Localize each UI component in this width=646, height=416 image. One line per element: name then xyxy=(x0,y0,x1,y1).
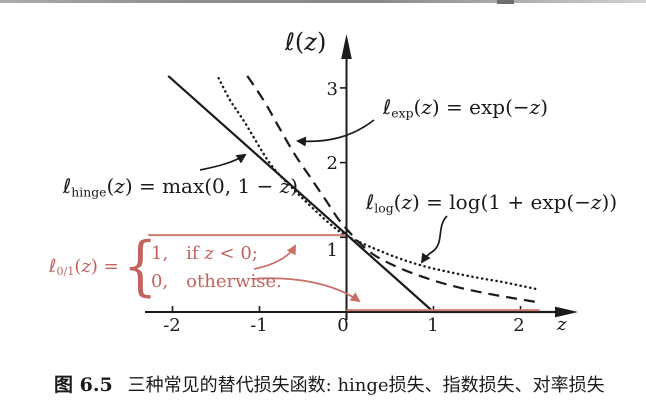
hinge-loss-curve xyxy=(167,75,573,314)
arrow-to-hinge-curve xyxy=(199,153,247,171)
figure-caption: 图 6.5 三种常见的替代损失函数: hinge损失、指数损失、对率损失 xyxy=(54,370,638,397)
x-tick-label-2: 2 xyxy=(513,315,525,336)
zero-one-loss-case-1: 1, if z < 0; xyxy=(151,243,258,264)
log-loss-formula-label: ℓlog(z) = log(1 + exp(−z)) xyxy=(366,190,618,216)
zero-one-loss-brace: { xyxy=(123,228,158,305)
logistic-loss-curve xyxy=(217,77,537,290)
zero-one-loss-case-2: 0, otherwise. xyxy=(151,271,282,292)
figure-caption-text: 三种常见的替代损失函数: hinge损失、指数损失、对率损失 xyxy=(127,375,605,396)
annotation-arrows xyxy=(199,119,448,303)
scan-artifact-notch xyxy=(497,0,514,4)
axes-and-curves xyxy=(145,34,578,320)
x-tick-label-0: 0 xyxy=(337,315,349,336)
arrow-to-zero-one-lower-line xyxy=(251,277,361,303)
y-tick-label-2: 2 xyxy=(326,153,338,174)
zero-one-loss-formula-label: ℓ0/1(z) = xyxy=(49,256,119,279)
x-tick-label-neg1: -1 xyxy=(250,315,268,336)
y-axis-arrowhead xyxy=(341,34,352,59)
y-axis-title: ℓ(z) xyxy=(285,28,327,56)
x-axis-title: z xyxy=(557,314,567,335)
figure-caption-number: 图 6.5 xyxy=(54,374,113,396)
hinge-loss-formula-label: ℓhinge(z) = max(0, 1 − z) xyxy=(63,174,299,200)
arrow-to-exp-curve xyxy=(296,119,375,147)
x-tick-label-1: 1 xyxy=(427,315,439,336)
exponential-loss-curve xyxy=(246,75,539,304)
arrow-to-zero-one-upper-line xyxy=(253,244,296,270)
x-tick-label-neg2: -2 xyxy=(163,315,181,336)
page-top-scan-artifact xyxy=(0,0,646,4)
y-tick-label-3: 3 xyxy=(326,79,338,100)
exp-loss-formula-label: ℓexp(z) = exp(−z) xyxy=(383,95,549,121)
y-tick-label-1: 1 xyxy=(326,240,338,261)
arrow-to-log-curve xyxy=(420,215,448,264)
